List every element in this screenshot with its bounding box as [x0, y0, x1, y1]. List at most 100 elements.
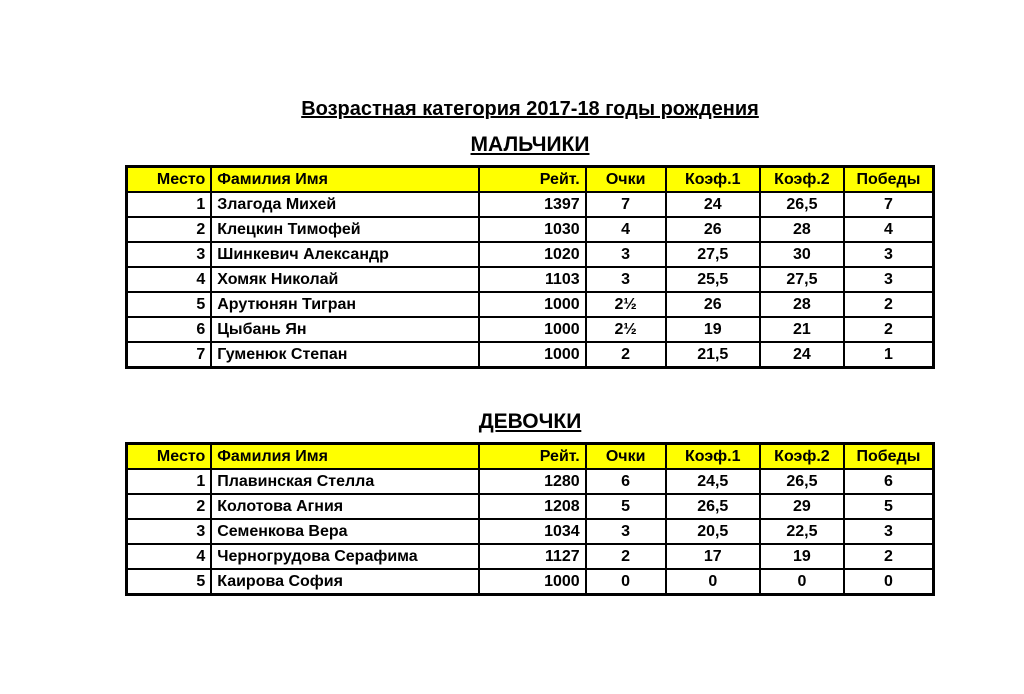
section-heading-boys: МАЛЬЧИКИ: [470, 133, 590, 156]
column-header-rating: Рейт.: [478, 165, 587, 193]
rating-cell: 1280: [478, 468, 587, 495]
coef1-cell: 26: [664, 291, 761, 318]
coef2-cell: 19: [758, 543, 845, 570]
coef1-cell: 0: [664, 568, 761, 596]
wins-cell: 4: [842, 216, 935, 243]
place-cell: 3: [125, 241, 213, 268]
table-row: 4 Хомяк Николай 1103 3 25,5 27,5 3: [125, 266, 935, 293]
wins-cell: 3: [842, 518, 935, 545]
column-header-coef1: Коэф.1: [664, 165, 761, 193]
table-row: 4 Черногрудова Серафима 1127 2 17 19 2: [125, 543, 935, 570]
rating-cell: 1127: [478, 543, 587, 570]
wins-cell: 3: [842, 241, 935, 268]
wins-cell: 6: [842, 468, 935, 495]
place-cell: 6: [125, 316, 213, 343]
rating-cell: 1397: [478, 191, 587, 218]
girls-section: ДЕВОЧКИ Место Фамилия Имя Рейт. Очки Коэф.1 К…: [0, 408, 1024, 596]
rating-cell: 1030: [478, 216, 587, 243]
coef1-cell: 17: [664, 543, 761, 570]
girls-results-table: Место Фамилия Имя Рейт. Очки Коэф.1 Коэф.2 Поб…: [125, 442, 935, 596]
wins-cell: 7: [842, 191, 935, 218]
coef1-cell: 20,5: [664, 518, 761, 545]
name-cell: Злагода Михей: [210, 191, 481, 218]
page-title: Возрастная категория 2017-18 годы рожден…: [301, 98, 759, 120]
column-header-name: Фамилия Имя: [210, 165, 481, 193]
name-cell: Шинкевич Александр: [210, 241, 481, 268]
table-row: 5 Каирова София 1000 0 0 0 0: [125, 568, 935, 596]
header-row: Место Фамилия Имя Рейт. Очки Коэф.1 Коэф.2 Поб…: [125, 165, 935, 193]
table-row: 5 Арутюнян Тигран 1000 2½ 26 28 2: [125, 291, 935, 318]
table-row: 3 Семенкова Вера 1034 3 20,5 22,5 3: [125, 518, 935, 545]
coef1-cell: 21,5: [664, 341, 761, 369]
points-cell: 0: [584, 568, 667, 596]
points-cell: 3: [584, 241, 667, 268]
coef2-cell: 26,5: [758, 191, 845, 218]
wins-cell: 3: [842, 266, 935, 293]
name-cell: Гуменюк Степан: [210, 341, 481, 369]
coef1-cell: 25,5: [664, 266, 761, 293]
name-cell: Плавинская Стелла: [210, 468, 481, 495]
place-cell: 5: [125, 568, 213, 596]
wins-cell: 2: [842, 543, 935, 570]
place-cell: 3: [125, 518, 213, 545]
column-header-wins: Победы: [842, 442, 935, 470]
wins-cell: 0: [842, 568, 935, 596]
column-header-rating: Рейт.: [478, 442, 587, 470]
rating-cell: 1000: [478, 291, 587, 318]
column-header-coef2: Коэф.2: [758, 442, 845, 470]
coef1-cell: 26: [664, 216, 761, 243]
coef2-cell: 24: [758, 341, 845, 369]
table-row: 1 Злагода Михей 1397 7 24 26,5 7: [125, 191, 935, 218]
place-cell: 1: [125, 191, 213, 218]
column-header-name: Фамилия Имя: [210, 442, 481, 470]
document: Возрастная категория 2017-18 годы рожден…: [0, 98, 1024, 596]
rating-cell: 1103: [478, 266, 587, 293]
points-cell: 5: [584, 493, 667, 520]
points-cell: 2: [584, 543, 667, 570]
coef2-cell: 0: [758, 568, 845, 596]
name-cell: Семенкова Вера: [210, 518, 481, 545]
coef2-cell: 26,5: [758, 468, 845, 495]
coef2-cell: 29: [758, 493, 845, 520]
coef2-cell: 30: [758, 241, 845, 268]
name-cell: Хомяк Николай: [210, 266, 481, 293]
place-cell: 1: [125, 468, 213, 495]
rating-cell: 1000: [478, 341, 587, 369]
points-cell: 7: [584, 191, 667, 218]
points-cell: 3: [584, 518, 667, 545]
table-row: 7 Гуменюк Степан 1000 2 21,5 24 1: [125, 341, 935, 369]
boys-section: МАЛЬЧИКИ Место Фамилия Имя Рейт. Очки Коэф.1…: [0, 131, 1024, 369]
coef1-cell: 27,5: [664, 241, 761, 268]
name-cell: Черногрудова Серафима: [210, 543, 481, 570]
name-cell: Клецкин Тимофей: [210, 216, 481, 243]
rating-cell: 1208: [478, 493, 587, 520]
rating-cell: 1020: [478, 241, 587, 268]
name-cell: Цыбань Ян: [210, 316, 481, 343]
points-cell: 3: [584, 266, 667, 293]
rating-cell: 1000: [478, 316, 587, 343]
name-cell: Арутюнян Тигран: [210, 291, 481, 318]
column-header-coef2: Коэф.2: [758, 165, 845, 193]
column-header-points: Очки: [584, 442, 667, 470]
coef2-cell: 21: [758, 316, 845, 343]
points-cell: 6: [584, 468, 667, 495]
boys-results-table: Место Фамилия Имя Рейт. Очки Коэф.1 Коэф.2 Поб…: [125, 165, 935, 369]
points-cell: 2½: [584, 291, 667, 318]
coef2-cell: 27,5: [758, 266, 845, 293]
place-cell: 5: [125, 291, 213, 318]
place-cell: 4: [125, 543, 213, 570]
place-cell: 4: [125, 266, 213, 293]
column-header-wins: Победы: [842, 165, 935, 193]
wins-cell: 1: [842, 341, 935, 369]
place-cell: 2: [125, 216, 213, 243]
coef1-cell: 24,5: [664, 468, 761, 495]
table-row: 1 Плавинская Стелла 1280 6 24,5 26,5 6: [125, 468, 935, 495]
points-cell: 2: [584, 341, 667, 369]
points-cell: 2½: [584, 316, 667, 343]
wins-cell: 2: [842, 291, 935, 318]
rating-cell: 1000: [478, 568, 587, 596]
rating-cell: 1034: [478, 518, 587, 545]
place-cell: 2: [125, 493, 213, 520]
coef2-cell: 22,5: [758, 518, 845, 545]
coef1-cell: 24: [664, 191, 761, 218]
